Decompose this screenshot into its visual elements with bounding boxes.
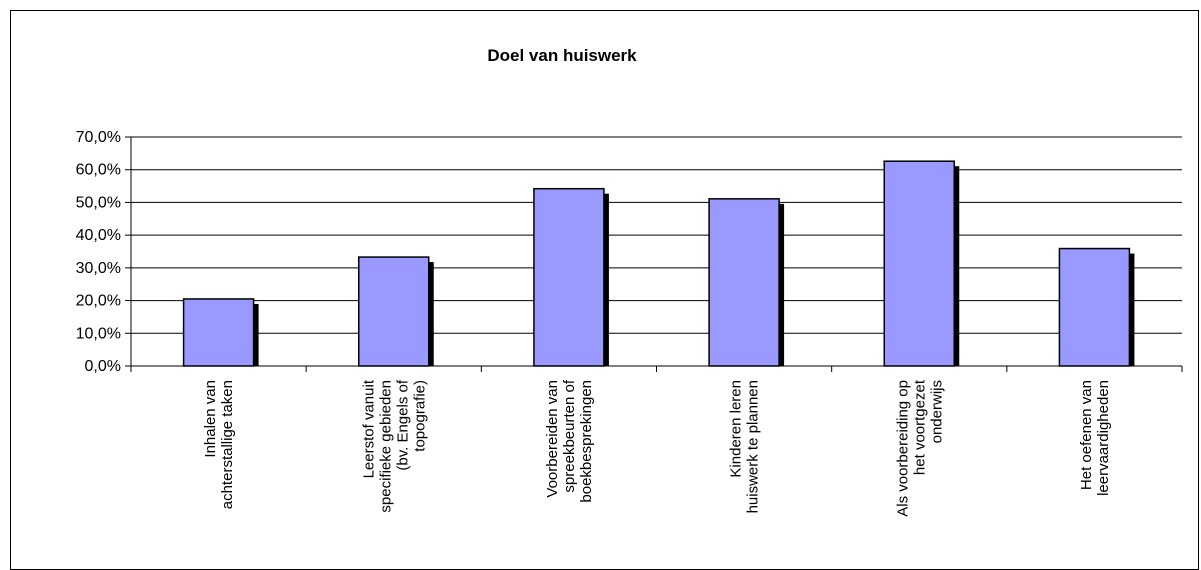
x-category-label-line: topografie): [411, 380, 428, 452]
gridlines: [125, 136, 1182, 367]
bar: [358, 256, 430, 367]
y-tick-label: 40,0%: [76, 227, 121, 244]
x-category-label: Voorbereiden vanspreekbeurten ofboekbesp…: [544, 379, 595, 502]
x-category-label-line: Het oefenen van: [1078, 380, 1095, 490]
x-category-label: Het oefenen vanleervaardigheden: [1078, 380, 1112, 496]
x-category-label-line: boekbesprekingen: [578, 380, 595, 503]
x-category-label-line: huiswerk te plannen: [745, 380, 762, 513]
bar: [708, 198, 780, 367]
x-category-label-text: Als voorbereiding ophet voortgezetonderw…: [894, 379, 945, 517]
x-category-label-text: Leerstof vanuitspecifieke gebieden(bv. E…: [360, 379, 428, 512]
x-category-label-line: Kinderen leren: [728, 380, 745, 478]
y-axis-tick-labels: 0,0% 10,0% 20,0% 30,0% 40,0% 50,0% 60,0% 70,0%: [76, 129, 121, 375]
chart-frame: Doel van huiswerk 0,0% 10,0% 20,0% 30,0% 40,…: [10, 10, 1199, 570]
bar: [1058, 247, 1131, 367]
y-tick-label: 60,0%: [76, 162, 121, 179]
x-category-label-line: Voorbereiden van: [544, 380, 561, 498]
x-category-label-text: Voorbereiden vanspreekbeurten ofboekbesp…: [544, 379, 595, 502]
x-category-label-line: (bv. Engels of: [394, 379, 411, 470]
x-category-label-text: Kinderen lerenhuiswerk te plannen: [728, 380, 762, 513]
y-tick-label: 70,0%: [76, 129, 121, 146]
y-tick-label: 30,0%: [76, 260, 121, 277]
y-tick-label: 0,0%: [85, 358, 121, 375]
bar-chart: Doel van huiswerk 0,0% 10,0% 20,0% 30,0% 40,…: [76, 46, 1183, 517]
x-category-label-line: leervaardigheden: [1095, 380, 1112, 496]
y-tick-label: 20,0%: [76, 293, 121, 310]
y-tick-label: 10,0%: [76, 325, 121, 342]
x-category-label-line: specifieke gebieden: [377, 380, 394, 513]
x-category-label-line: Als voorbereiding op: [894, 380, 911, 517]
x-category-label: Leerstof vanuitspecifieke gebieden(bv. E…: [360, 379, 428, 512]
x-category-label-line: spreekbeurten of: [561, 379, 578, 492]
bar: [533, 187, 605, 367]
x-axis-category-labels: Inhalen vanachterstallige taken Leerstof …: [202, 379, 1112, 517]
x-category-label-text: Inhalen vanachterstallige taken: [202, 380, 236, 509]
x-category-label: Als voorbereiding ophet voortgezetonderw…: [894, 379, 945, 517]
x-category-label: Inhalen vanachterstallige taken: [202, 380, 236, 509]
x-category-label-line: Leerstof vanuit: [360, 379, 377, 478]
x-category-label: Kinderen lerenhuiswerk te plannen: [728, 380, 762, 513]
axes: [130, 137, 1183, 372]
chart-title: Doel van huiswerk: [487, 46, 637, 65]
x-category-label-line: het voortgezet: [911, 379, 928, 475]
x-category-label-line: onderwijs: [928, 380, 945, 443]
y-tick-label: 50,0%: [76, 194, 121, 211]
x-category-label-line: Inhalen van: [202, 380, 219, 458]
bars: [182, 160, 1135, 367]
bar: [182, 298, 255, 367]
bar: [883, 160, 955, 367]
x-category-label-line: achterstallige taken: [219, 380, 236, 509]
x-category-label-text: Het oefenen vanleervaardigheden: [1078, 380, 1112, 496]
